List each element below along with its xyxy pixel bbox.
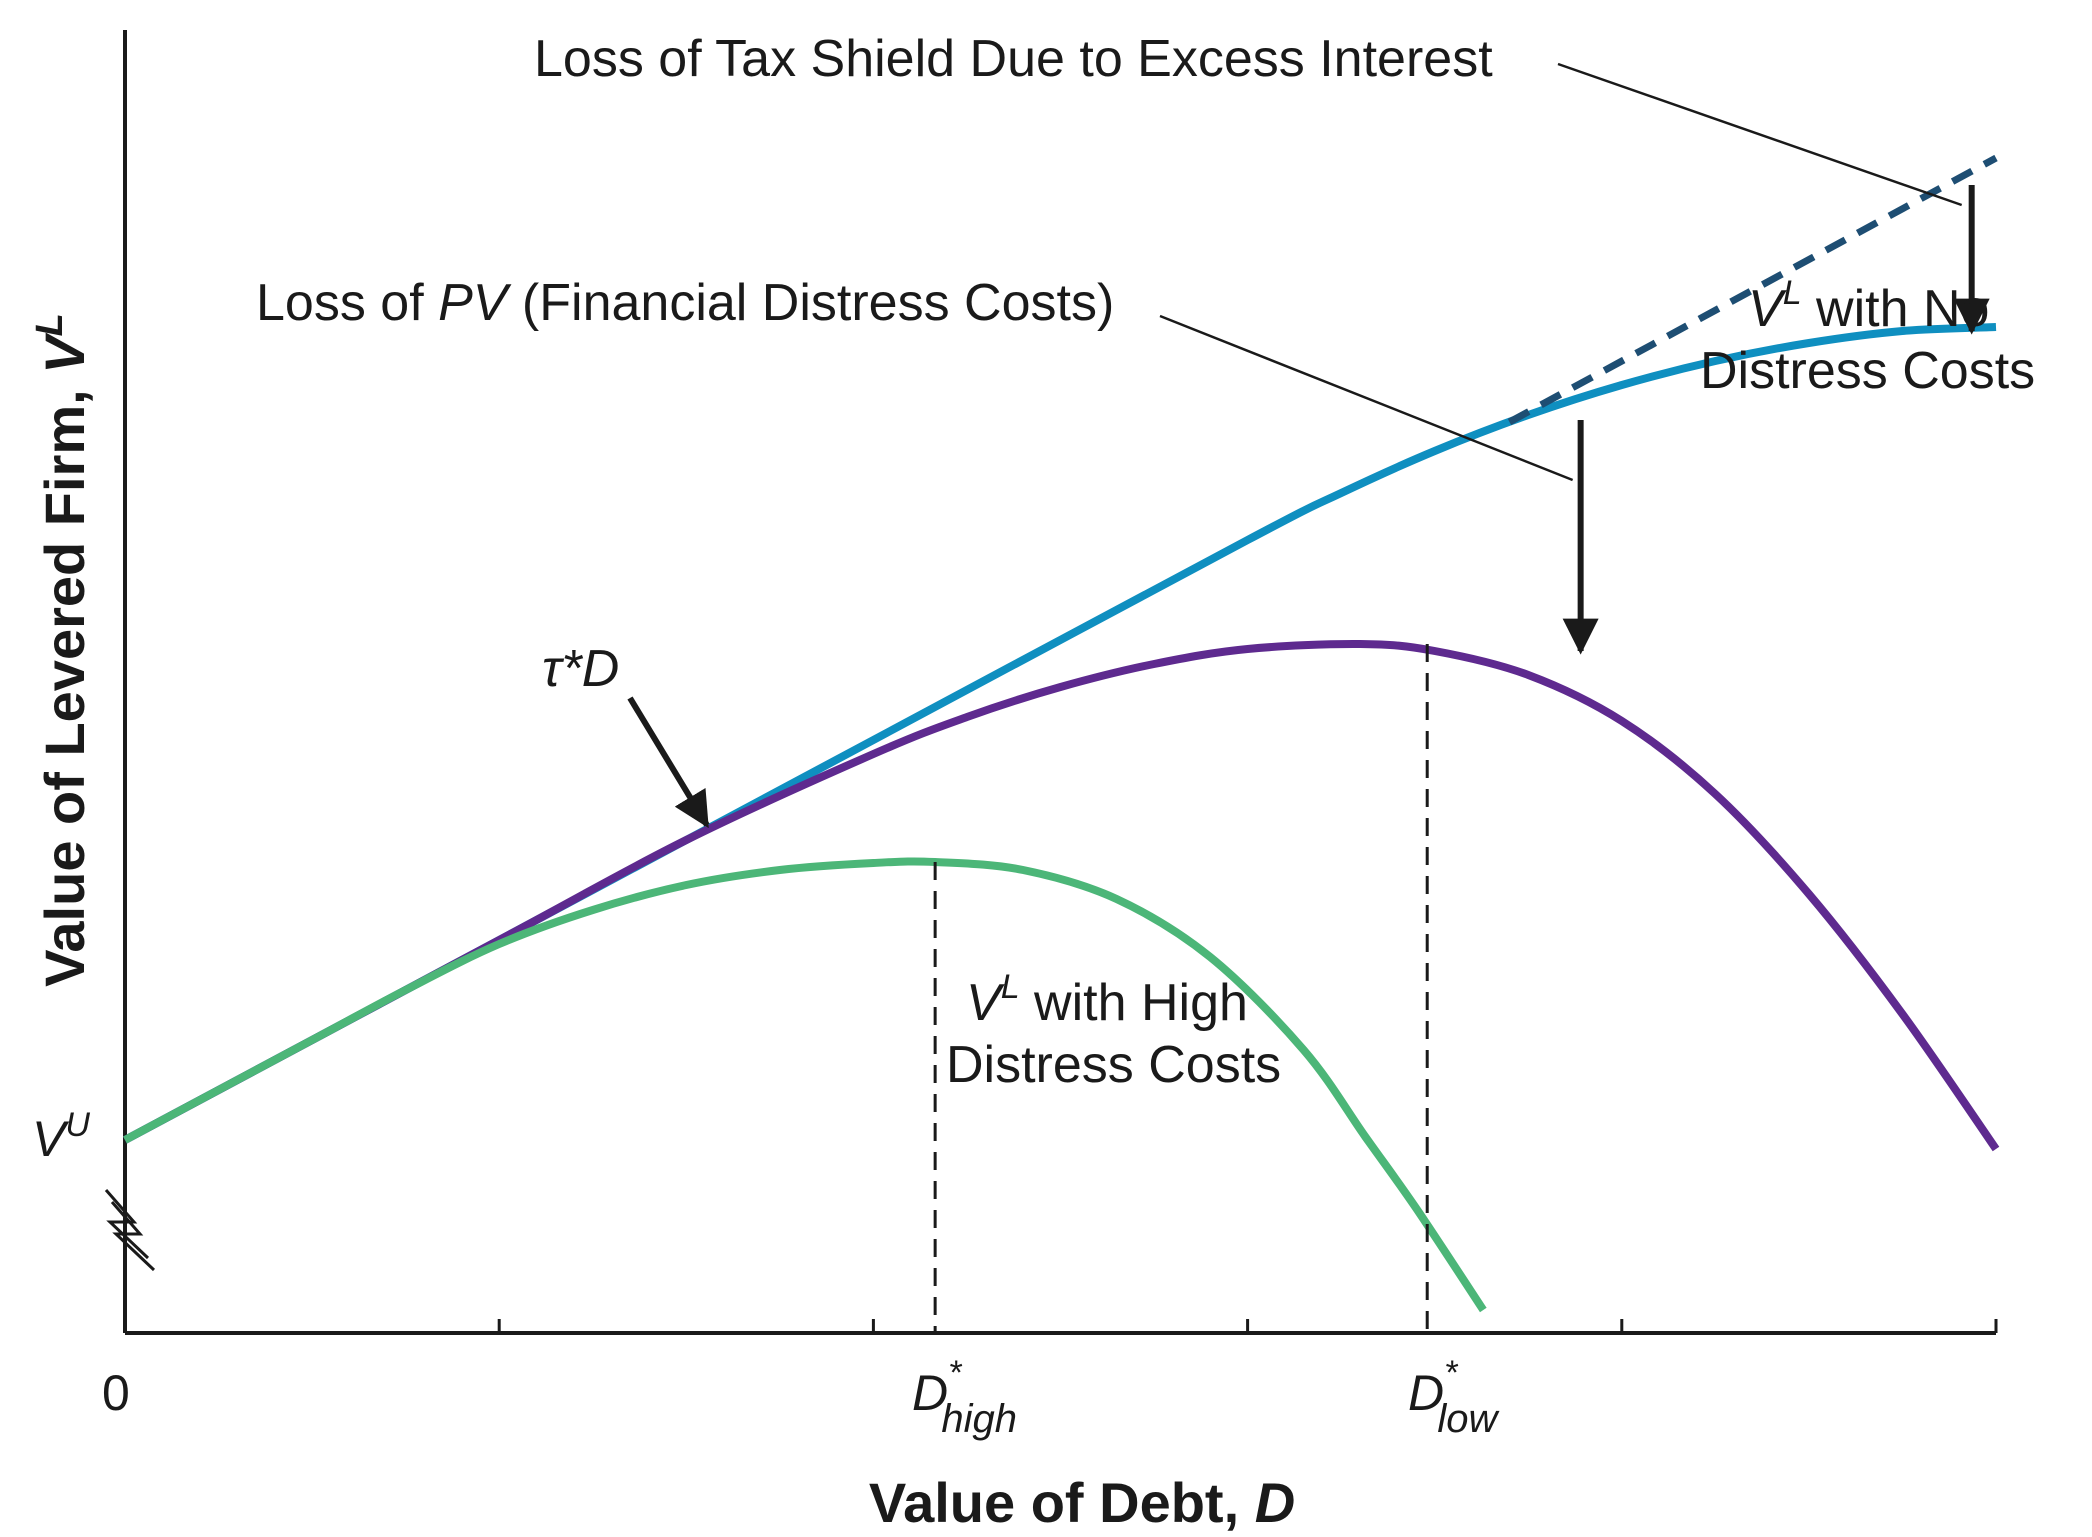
x-origin-label: 0 [102, 1365, 130, 1421]
series-label-high-distress-line2: Distress Costs [946, 1036, 1281, 1094]
series-label-high-distress: VL with High [966, 968, 1248, 1032]
series-label-no-distress: VL with No [1748, 274, 1989, 338]
x-ticks [497, 1319, 1998, 1333]
axes [104, 30, 1998, 1335]
x-axis-title: Value of Debt, D [869, 1471, 1295, 1534]
series-low-distress [123, 639, 2000, 1152]
series-layer [123, 154, 2000, 1313]
leader-line-tax-shield [1557, 62, 1963, 207]
y-axis-title: Value of Levered Firm, VL [29, 313, 96, 987]
arrow-tau-d [627, 696, 710, 829]
annotation-loss-pv: Loss of PV (Financial Distress Costs) [256, 274, 1114, 332]
series-label-no-distress-line2: Distress Costs [1700, 342, 2035, 400]
leader-line-loss-pv [1159, 314, 1574, 482]
x-tick-label-d-low: D* low [1408, 1354, 1500, 1441]
annotation-tau-d: τ*D [542, 640, 619, 698]
series-tax-shield-dashed [1507, 154, 1998, 426]
y-intercept-label: VU [32, 1106, 90, 1167]
optima-layer [933, 644, 1429, 1333]
annotation-loss-tax-shield: Loss of Tax Shield Due to Excess Interes… [534, 30, 1493, 88]
series-high-distress [123, 857, 1487, 1313]
arrow-layer [627, 62, 1990, 829]
axis-break-icon [104, 1189, 156, 1272]
x-tick-label-d-high: D* high [912, 1354, 1017, 1441]
